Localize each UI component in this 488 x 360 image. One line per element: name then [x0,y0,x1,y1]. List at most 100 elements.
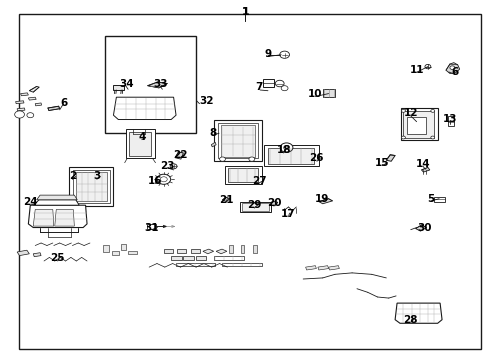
Bar [241,203,268,211]
Polygon shape [415,225,426,231]
Polygon shape [33,200,79,205]
Bar [126,129,154,158]
Circle shape [430,109,434,112]
Text: 26: 26 [309,153,324,163]
Bar [105,36,195,133]
Polygon shape [113,97,176,120]
Text: 24: 24 [23,197,38,207]
Bar [73,170,109,203]
Text: 34: 34 [119,78,133,89]
Bar [264,145,318,166]
Polygon shape [317,266,328,270]
Bar [183,256,194,260]
Polygon shape [318,199,332,204]
Text: 12: 12 [403,108,417,118]
Circle shape [15,111,24,118]
Bar [221,125,255,157]
Bar [239,202,271,212]
Text: 10: 10 [307,89,322,99]
Text: 6: 6 [60,98,67,108]
Bar [190,249,199,253]
Polygon shape [37,195,77,200]
Bar [214,120,262,161]
Bar [322,89,334,97]
Circle shape [27,113,34,118]
Circle shape [401,136,405,139]
Text: 8: 8 [209,128,216,138]
Polygon shape [35,103,41,106]
Text: 18: 18 [276,145,290,156]
Text: 16: 16 [148,176,163,186]
Polygon shape [216,249,226,254]
Polygon shape [445,63,459,73]
Text: 13: 13 [442,114,456,124]
Polygon shape [328,266,339,270]
Text: 28: 28 [403,315,417,325]
Bar [171,256,182,260]
Bar [253,245,257,253]
Bar [218,123,258,158]
Polygon shape [29,86,39,92]
Circle shape [157,174,170,184]
Text: 33: 33 [153,78,167,89]
Polygon shape [20,93,28,96]
Bar [267,148,314,164]
Bar [403,111,433,138]
Circle shape [449,66,454,69]
Bar [195,256,206,260]
Text: 5: 5 [427,194,434,204]
Text: 6: 6 [450,67,457,77]
Circle shape [401,109,405,112]
Circle shape [281,86,287,91]
Polygon shape [33,253,41,257]
Polygon shape [17,108,25,111]
Text: 30: 30 [416,222,431,233]
Polygon shape [33,210,54,226]
Text: 7: 7 [255,82,263,92]
Text: 32: 32 [199,96,214,106]
Polygon shape [268,201,277,206]
Text: 23: 23 [160,161,174,171]
Text: 20: 20 [267,198,282,208]
Bar [214,256,243,260]
Text: 11: 11 [408,65,423,75]
Bar [69,167,113,206]
Text: 25: 25 [50,253,65,264]
Bar [447,116,453,126]
Circle shape [424,64,430,69]
Bar [146,224,155,229]
Circle shape [430,136,434,139]
Bar [128,251,137,254]
Text: 31: 31 [144,222,159,233]
Circle shape [160,177,167,182]
Polygon shape [421,167,429,172]
Text: 19: 19 [314,194,328,204]
Bar [406,117,426,134]
Polygon shape [28,97,36,100]
Bar [228,245,232,253]
Polygon shape [147,82,167,88]
Circle shape [283,145,289,150]
Circle shape [279,51,289,58]
Polygon shape [55,210,74,226]
Bar [102,245,108,252]
Text: 15: 15 [374,158,389,168]
Polygon shape [203,249,213,254]
Bar [400,108,437,140]
Circle shape [248,157,254,161]
Text: 27: 27 [251,176,266,186]
Bar [240,245,244,253]
Circle shape [170,164,177,169]
Text: 22: 22 [172,150,187,160]
Bar [76,172,106,201]
Text: 3: 3 [93,171,100,181]
Text: 9: 9 [264,49,271,59]
Polygon shape [28,205,87,228]
Polygon shape [305,266,316,270]
Bar [121,244,126,250]
Text: 2: 2 [69,171,76,181]
Bar [177,249,185,253]
Bar [176,263,215,266]
Circle shape [280,143,292,152]
Polygon shape [17,250,29,256]
